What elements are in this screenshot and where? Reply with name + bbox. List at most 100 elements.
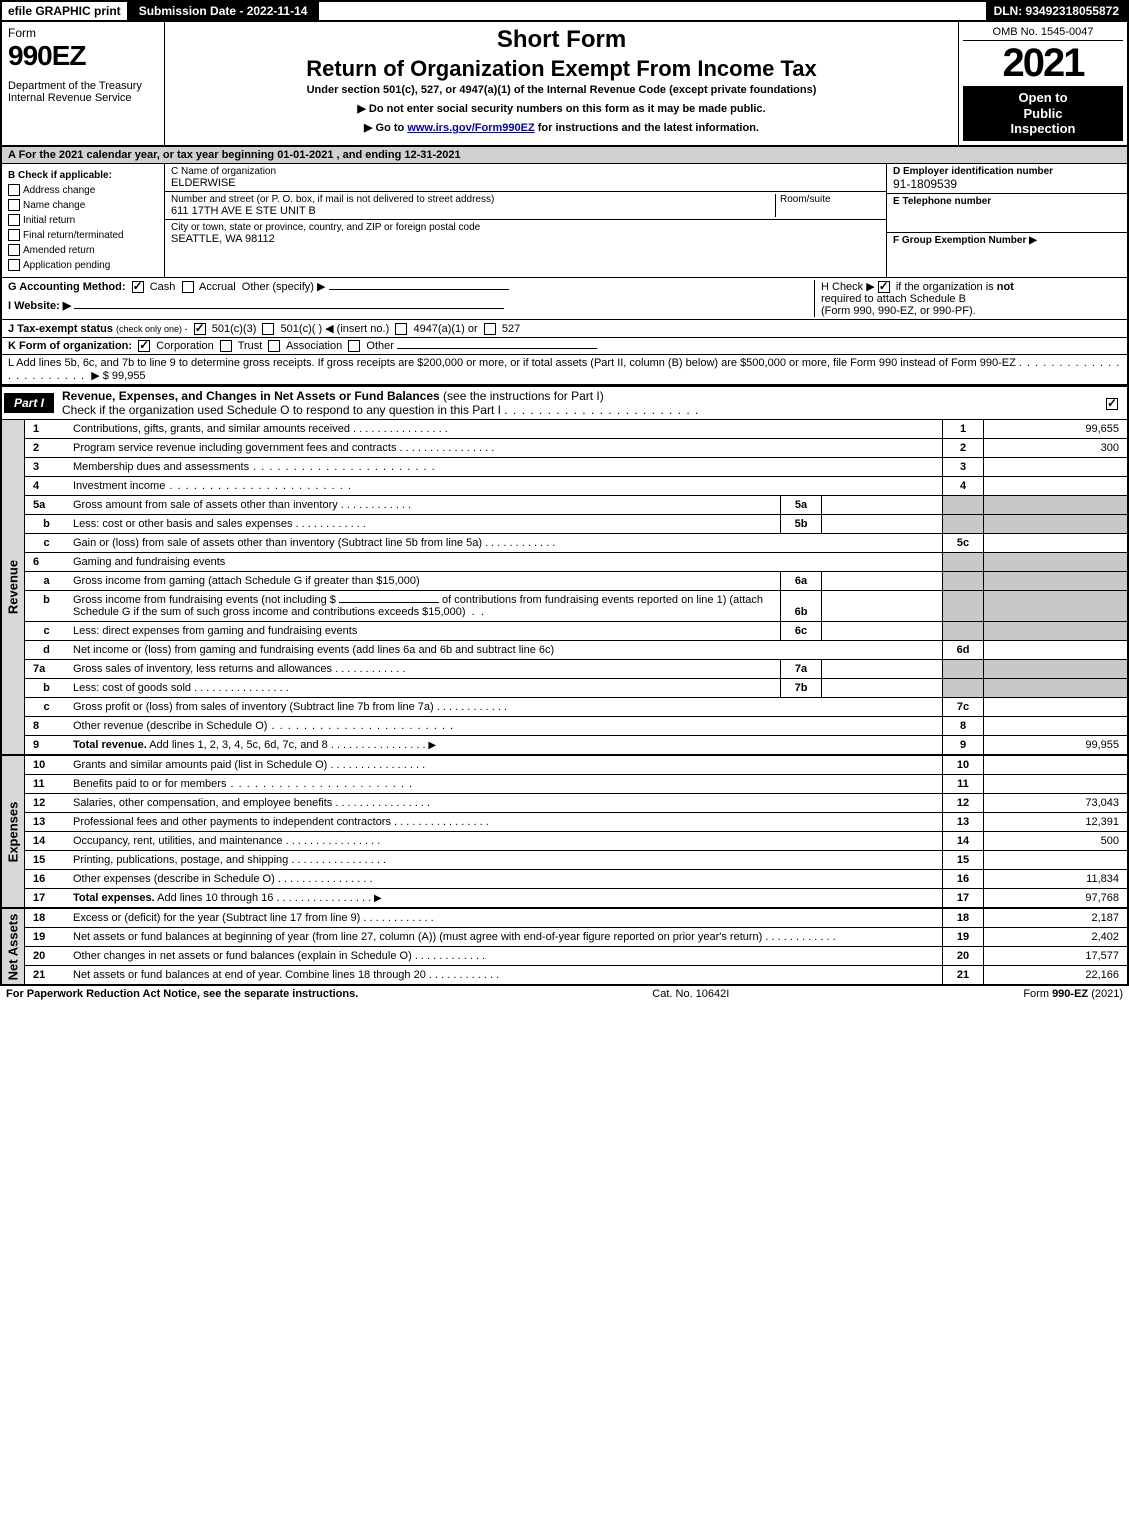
row-5a: 5a Gross amount from sale of assets othe… [25,496,1127,515]
row-6a: a Gross income from gaming (attach Sched… [25,572,1127,591]
line-g-label: G Accounting Method: [8,281,126,293]
check-amended-return[interactable]: Amended return [8,243,158,258]
row-19: 19 Net assets or fund balances at beginn… [25,928,1127,947]
row-16: 16 Other expenses (describe in Schedule … [25,870,1127,889]
line-k: K Form of organization: Corporation Trus… [0,338,1129,355]
part-1-title: Revenue, Expenses, and Changes in Net As… [56,387,1106,419]
form-header: Form 990EZ Department of the Treasury In… [0,22,1129,147]
website-input[interactable] [74,308,504,309]
ein-label: D Employer identification number [893,166,1121,177]
other-specify-input[interactable] [329,289,509,290]
row-18: 18 Excess or (deficit) for the year (Sub… [25,909,1127,928]
room-label: Room/suite [780,194,880,205]
org-city: SEATTLE, WA 98112 [171,233,880,245]
line-j: J Tax-exempt status (check only one) - 5… [0,320,1129,338]
amount-11 [984,775,1128,794]
top-bar: efile GRAPHIC print Submission Date - 20… [0,0,1129,22]
org-addr-cell: Number and street (or P. O. box, if mail… [165,192,886,220]
amount-14: 500 [984,832,1128,851]
check-501c3[interactable] [194,323,206,335]
dept-treasury: Department of the Treasury [8,80,158,92]
check-other-org[interactable] [348,340,360,352]
netassets-table: 18 Excess or (deficit) for the year (Sub… [25,909,1127,984]
col-d-ids: D Employer identification number 91-1809… [887,164,1127,277]
group-cell: F Group Exemption Number ▶ [887,233,1127,271]
line-l-text: L Add lines 5b, 6c, and 7b to line 9 to … [8,357,1016,369]
line-h-not: not [997,281,1014,293]
row-14: 14 Occupancy, rent, utilities, and maint… [25,832,1127,851]
amount-17: 97,768 [984,889,1128,908]
check-4947[interactable] [395,323,407,335]
row-7b: b Less: cost of goods sold 7b [25,679,1127,698]
check-application-pending[interactable]: Application pending [8,258,158,273]
check-association[interactable] [268,340,280,352]
tel-label: E Telephone number [893,196,1121,207]
check-501c[interactable] [262,323,274,335]
inline-7a [822,660,943,679]
amount-8 [984,717,1128,736]
amount-6d [984,641,1128,660]
line-h-1: H Check ▶ [821,281,875,293]
check-name-change[interactable]: Name change [8,198,158,213]
notice2-pre: ▶ Go to [364,122,407,134]
row-8: 8 Other revenue (describe in Schedule O)… [25,717,1127,736]
org-name: ELDERWISE [171,177,880,189]
row-6b: b Gross income from fundraising events (… [25,591,1127,622]
row-5c: c Gain or (loss) from sale of assets oth… [25,534,1127,553]
row-17: 17 Total expenses. Add lines 10 through … [25,889,1127,908]
amount-21: 22,166 [984,966,1128,985]
row-7c: c Gross profit or (loss) from sales of i… [25,698,1127,717]
line-l-amount: 99,955 [112,370,146,382]
row-20: 20 Other changes in net assets or fund b… [25,947,1127,966]
submission-date: Submission Date - 2022-11-14 [129,2,320,20]
irs-link[interactable]: www.irs.gov/Form990EZ [407,122,534,134]
dept-irs: Internal Revenue Service [8,92,158,104]
check-final-return[interactable]: Final return/terminated [8,228,158,243]
row-1: 1 Contributions, gifts, grants, and simi… [25,420,1127,439]
header-right: OMB No. 1545-0047 2021 Open to Public In… [959,22,1127,145]
footer-form: Form 990-EZ (2021) [1023,988,1123,1000]
org-address: 611 17TH AVE E STE UNIT B [171,205,775,217]
notice2-post: for instructions and the latest informat… [535,122,759,134]
omb-number: OMB No. 1545-0047 [963,26,1123,41]
amount-20: 17,577 [984,947,1128,966]
part-1-check-line: Check if the organization used Schedule … [62,403,501,417]
tax-year: 2021 [963,41,1123,86]
amount-15 [984,851,1128,870]
inspection-1: Open to [965,90,1121,106]
row-13: 13 Professional fees and other payments … [25,813,1127,832]
check-initial-return[interactable]: Initial return [8,213,158,228]
amount-7c [984,698,1128,717]
header-center: Short Form Return of Organization Exempt… [165,22,959,145]
line-l-prefix: ▶ $ [91,370,112,382]
part-1-check[interactable] [1106,396,1127,410]
line-g-other: Other (specify) ▶ [242,281,326,293]
check-schedule-b[interactable] [878,281,890,293]
row-15: 15 Printing, publications, postage, and … [25,851,1127,870]
check-accrual[interactable] [182,281,194,293]
dln-label: DLN: 93492318055872 [986,2,1127,20]
amount-5c [984,534,1128,553]
row-11: 11 Benefits paid to or for members 11 [25,775,1127,794]
line-h-3: required to attach Schedule B [821,293,966,305]
check-527[interactable] [484,323,496,335]
netassets-side-label: Net Assets [2,909,25,984]
check-trust[interactable] [220,340,232,352]
check-cash[interactable] [132,281,144,293]
inline-6c [822,622,943,641]
amount-16: 11,834 [984,870,1128,889]
inline-6b [822,591,943,622]
6b-amount-input[interactable] [339,602,439,603]
col-b-title: B Check if applicable: [8,168,158,183]
check-address-change[interactable]: Address change [8,183,158,198]
short-form-title: Short Form [173,26,950,54]
row-4: 4 Investment income 4 [25,477,1127,496]
other-org-input[interactable] [397,348,597,349]
addr-label: Number and street (or P. O. box, if mail… [171,194,775,205]
part-1-header: Part I Revenue, Expenses, and Changes in… [0,385,1129,420]
check-corporation[interactable] [138,340,150,352]
revenue-section: Revenue 1 Contributions, gifts, grants, … [0,420,1129,756]
notice-ssn: ▶ Do not enter social security numbers o… [173,102,950,115]
amount-18: 2,187 [984,909,1128,928]
efile-label[interactable]: efile GRAPHIC print [2,2,129,20]
